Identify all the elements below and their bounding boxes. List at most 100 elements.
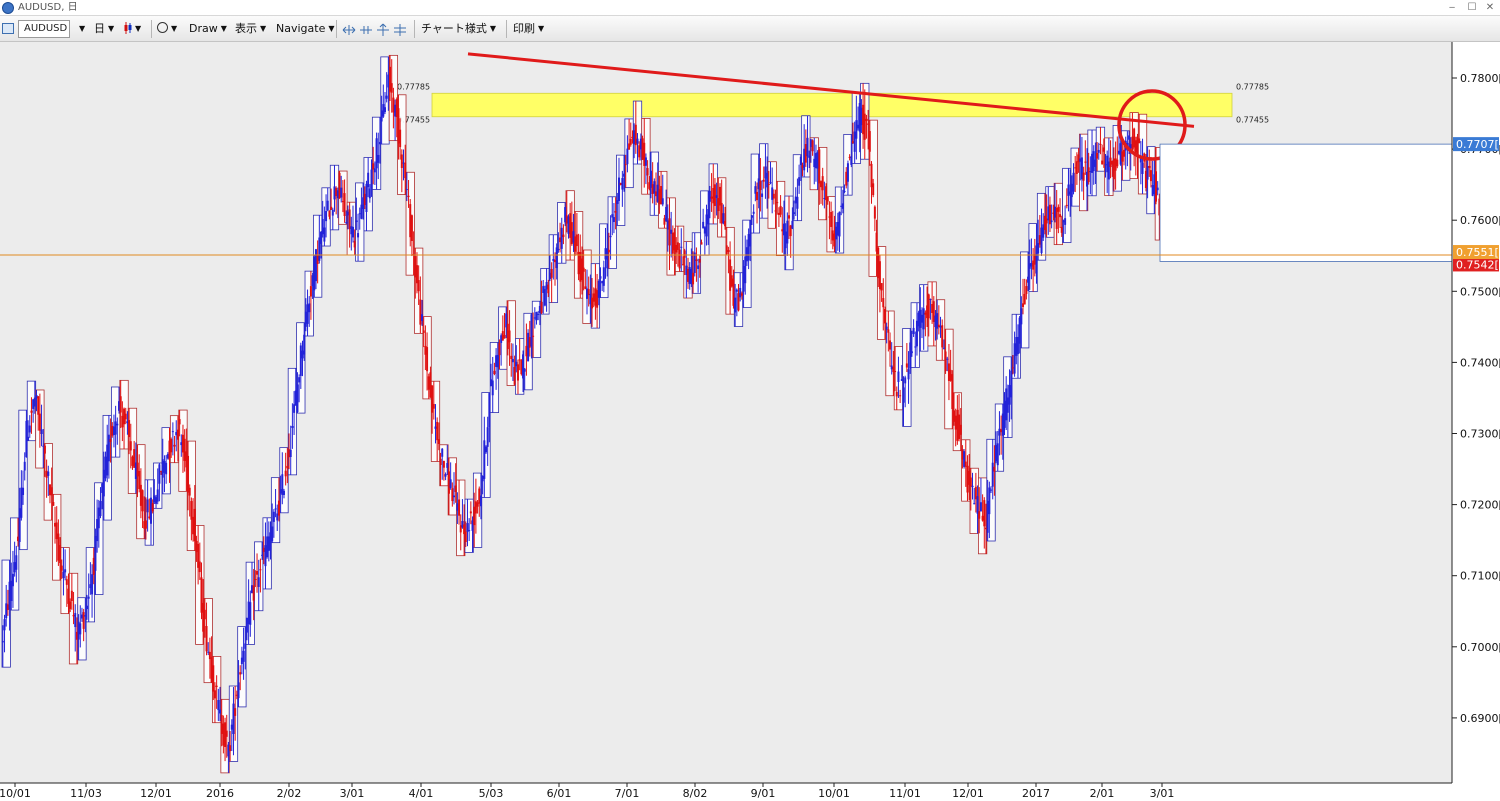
bullish-candle [703,227,706,234]
bearish-candle [343,193,346,216]
bullish-candle [333,186,336,200]
candle-style-button[interactable]: ▼ [124,19,141,39]
price-tick-label: 0.7100[0 [1460,570,1500,583]
bearish-candle [190,501,193,520]
bullish-candle [64,569,67,573]
minimize-icon[interactable]: ‒ [1448,2,1456,13]
bullish-candle [860,107,863,126]
price-axis[interactable] [1452,42,1500,801]
date-tick-label: 2/02 [277,787,302,800]
bullish-candle [1016,336,1019,355]
bearish-candle [1109,157,1112,168]
shape-tool-button[interactable]: ▼ [157,19,177,39]
bullish-candle [207,651,210,653]
zoom-in-vertical-icon[interactable] [377,23,389,36]
bearish-candle [870,163,873,188]
navigate-menu[interactable]: Navigate ▼ [276,19,335,39]
print-menu[interactable]: 印刷 ▼ [513,19,544,39]
bullish-candle [468,530,471,532]
bearish-candle [463,524,466,535]
bullish-candle [453,495,456,498]
bearish-candle [187,455,190,493]
bearish-candle [92,557,95,575]
chart-style-menu[interactable]: チャート様式 ▼ [421,19,496,39]
bearish-candle [862,104,865,135]
bearish-candle [259,569,262,571]
bearish-candle [1121,151,1124,162]
price-chart[interactable]: 0.77785 0.77785 0.77455 0.77455 0.7800[0 0.7… [0,42,1500,801]
bearish-candle [404,162,407,179]
bullish-candle [104,456,107,479]
bullish-candle [890,365,893,370]
chart-window-icon [2,23,14,34]
bearish-candle [671,232,674,254]
bearish-candle [607,249,610,253]
bearish-candle [235,694,238,696]
close-icon[interactable]: ✕ [1485,2,1495,13]
bearish-candle [48,484,51,496]
bearish-candle [1123,149,1126,157]
bullish-candle [816,152,819,169]
view-menu[interactable]: 表示 ▼ [235,19,266,39]
date-axis[interactable] [0,783,1500,801]
bearish-candle [493,370,496,375]
bearish-candle [131,456,134,466]
bearish-candle [789,225,792,237]
bearish-candle [143,521,146,529]
bearish-candle [718,186,721,206]
bearish-candle [473,506,476,526]
bearish-candle [831,230,834,241]
bullish-candle [527,332,530,362]
zoom-out-horizontal-icon[interactable] [360,26,372,34]
bullish-candle [495,355,498,367]
bullish-candle [367,172,370,188]
bullish-candle [1040,227,1043,254]
timeframe-selector[interactable]: 日 ▼ [94,19,114,39]
zoom-in-horizontal-icon[interactable] [342,25,356,35]
bullish-candle [722,213,725,224]
bearish-candle [52,501,55,506]
bullish-candle [915,320,918,347]
date-tick-label: 8/02 [683,787,708,800]
bearish-candle [720,202,723,224]
bullish-candle [370,169,373,189]
symbol-selector[interactable]: AUDUSD [18,20,70,38]
bearish-candle [239,672,242,675]
bearish-candle [525,345,528,357]
bearish-candle [136,462,139,477]
bullish-candle [308,303,311,313]
bullish-candle [345,222,348,224]
bullish-candle [441,448,444,457]
zoom-out-vertical-icon[interactable] [394,24,406,36]
bearish-candle [1060,226,1063,233]
bullish-candle [963,451,966,467]
navigate-menu-label: Navigate [276,22,326,35]
bearish-candle [582,267,585,272]
chart-toolbar: AUDUSD ▼ 日 ▼ ▼ ▼ Draw ▼ 表示 ▼ Navigate ▼ チャート… [0,16,1500,42]
bearish-candle [961,449,964,460]
bullish-candle [336,190,339,199]
bullish-candle [358,213,361,215]
bearish-candle [683,250,686,258]
maximize-icon[interactable]: ☐ [1467,2,1477,13]
bearish-candle [777,212,780,215]
bullish-candle [306,304,309,324]
bullish-candle [798,177,801,186]
bearish-candle [698,259,701,263]
bullish-candle [909,342,912,369]
bullish-candle [530,314,533,347]
bullish-candle [639,138,642,150]
bullish-candle [261,554,264,556]
bearish-candle [580,258,583,280]
bullish-candle [611,214,614,218]
bearish-candle [469,511,472,514]
date-tick-label: 2016 [206,787,234,800]
weekly-range-box [186,440,196,551]
symbol-dropdown-icon[interactable]: ▼ [79,24,86,33]
bearish-candle [984,527,987,530]
bearish-candle [695,259,698,262]
bullish-candle [688,267,691,284]
draw-menu[interactable]: Draw ▼ [189,19,227,39]
bearish-candle [712,188,715,204]
bearish-candle [634,124,637,146]
